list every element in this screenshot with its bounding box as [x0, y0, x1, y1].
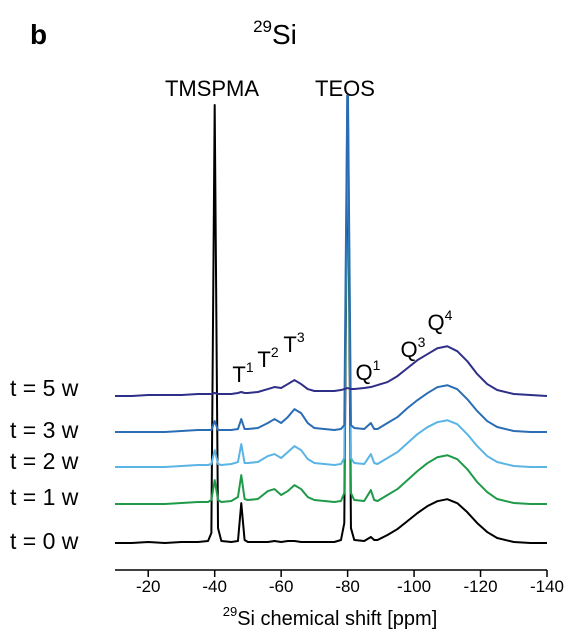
- x-tick-label: -60: [269, 577, 294, 596]
- peak-label: TMSPMA: [165, 76, 259, 101]
- peak-annotation: Q4: [428, 307, 453, 335]
- x-tick-label: -100: [397, 577, 431, 596]
- annotation-letter: T: [257, 347, 270, 372]
- x-label-text: Si chemical shift [ppm]: [237, 608, 437, 630]
- series-label: t = 2 w: [10, 448, 79, 474]
- annotation-letter: Q: [356, 360, 373, 385]
- chart-title: 29Si: [253, 17, 297, 50]
- annotation-letter: T: [232, 362, 245, 387]
- plot-area: [115, 95, 548, 544]
- spectrum-line: [115, 345, 548, 397]
- peak-annotation: T1: [232, 359, 253, 387]
- annotation-superscript: 3: [418, 334, 426, 350]
- peak-annotation: Q1: [356, 357, 381, 385]
- spectrum-line: [115, 95, 547, 433]
- title-text: Si: [272, 19, 297, 50]
- x-axis-label: 29Si chemical shift [ppm]: [223, 604, 438, 630]
- series-label: t = 5 w: [10, 375, 79, 401]
- series-label: t = 0 w: [10, 528, 79, 554]
- panel-label: b: [30, 19, 47, 50]
- peak-annotation: T2: [257, 344, 278, 372]
- x-tick-label: -20: [136, 577, 161, 596]
- x-tick-label: -120: [464, 577, 498, 596]
- title-superscript: 29: [253, 17, 272, 36]
- x-label-superscript: 29: [223, 604, 237, 619]
- spectrum-line: [115, 95, 547, 468]
- annotation-letter: Q: [401, 337, 418, 362]
- peak-label: TEOS: [315, 76, 375, 101]
- annotation-letter: T: [283, 332, 296, 357]
- series-label: t = 1 w: [10, 484, 79, 510]
- series-label: t = 3 w: [10, 417, 79, 443]
- x-tick-label: -80: [335, 577, 360, 596]
- peak-annotation: T3: [283, 329, 304, 357]
- annotation-superscript: 4: [445, 307, 453, 323]
- annotation-superscript: 1: [246, 359, 254, 375]
- peak-annotation: Q3: [401, 334, 426, 362]
- spectrum-line: [115, 103, 547, 544]
- annotation-superscript: 1: [373, 357, 381, 373]
- x-tick-label: -40: [202, 577, 227, 596]
- x-tick-label: -140: [530, 577, 564, 596]
- annotation-superscript: 3: [297, 329, 305, 345]
- annotation-superscript: 2: [271, 344, 279, 360]
- spectrum-line: [115, 95, 547, 505]
- annotation-letter: Q: [428, 310, 445, 335]
